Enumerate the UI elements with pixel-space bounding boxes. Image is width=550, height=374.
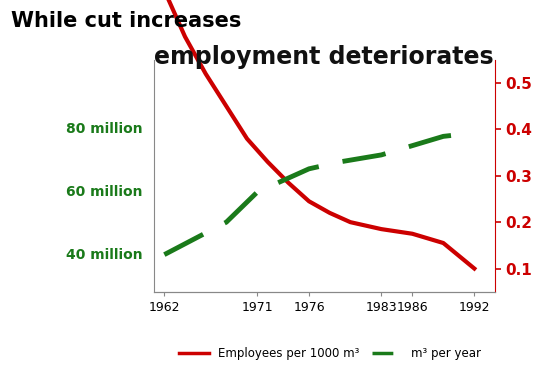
Text: employment deteriorates: employment deteriorates — [154, 45, 494, 69]
Text: While cut increases: While cut increases — [11, 11, 241, 31]
Text: 60 million: 60 million — [67, 185, 143, 199]
Text: 80 million: 80 million — [67, 122, 143, 137]
Legend: Employees per 1000 m³, m³ per year: Employees per 1000 m³, m³ per year — [175, 342, 485, 364]
Text: 40 million: 40 million — [67, 248, 143, 262]
